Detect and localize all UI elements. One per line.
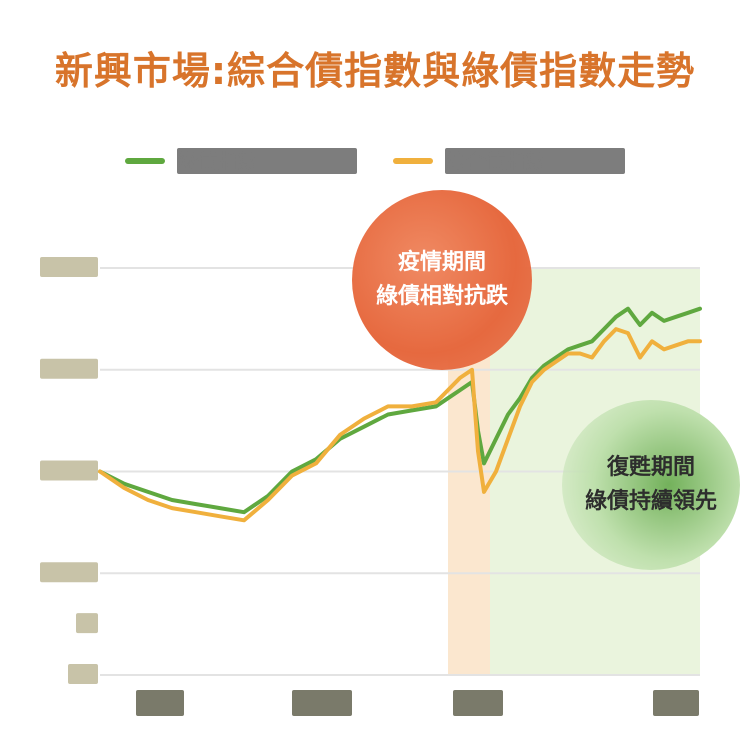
x-tick-chip-1 [292, 690, 352, 716]
legend-item-orange: 綜合債指數 [393, 148, 625, 174]
y-tick-chip-4 [76, 613, 98, 634]
y-tick-chip-5 [68, 664, 98, 684]
x-tick-chip-0 [136, 690, 184, 716]
annotation-recovery-line1: 復甦期間 [606, 455, 695, 480]
y-tick-chip-1 [40, 358, 98, 379]
y-tick-chip-3 [40, 562, 98, 583]
legend-label-orange: 綜合債指數 [445, 148, 625, 174]
series-line-0 [98, 306, 702, 515]
chart-title: 新興市場:綜合債指數與綠債指數走勢 [54, 49, 696, 93]
annotation-recovery-line2: 綠債持續領先 [584, 489, 717, 514]
legend-item-green: 綠債指數 [125, 148, 357, 174]
legend-swatch-orange [393, 158, 433, 164]
y-tick-chip-0 [40, 257, 98, 277]
legend: 綠債指數 綜合債指數 [0, 148, 750, 174]
x-tick-chip-3 [653, 690, 699, 716]
series-line-1 [98, 327, 702, 523]
legend-label-green: 綠債指數 [177, 148, 357, 174]
annotation-covid-line2: 綠債相對抗跌 [375, 284, 508, 309]
annotation-recovery: 復甦期間 綠債持續領先 [562, 400, 740, 570]
y-tick-chip-2 [40, 460, 98, 481]
annotation-covid-line1: 疫情期間 [397, 250, 486, 275]
x-tick-chip-2 [453, 690, 503, 716]
annotation-covid: 疫情期間 綠債相對抗跌 [352, 190, 532, 370]
legend-swatch-green [125, 158, 165, 164]
